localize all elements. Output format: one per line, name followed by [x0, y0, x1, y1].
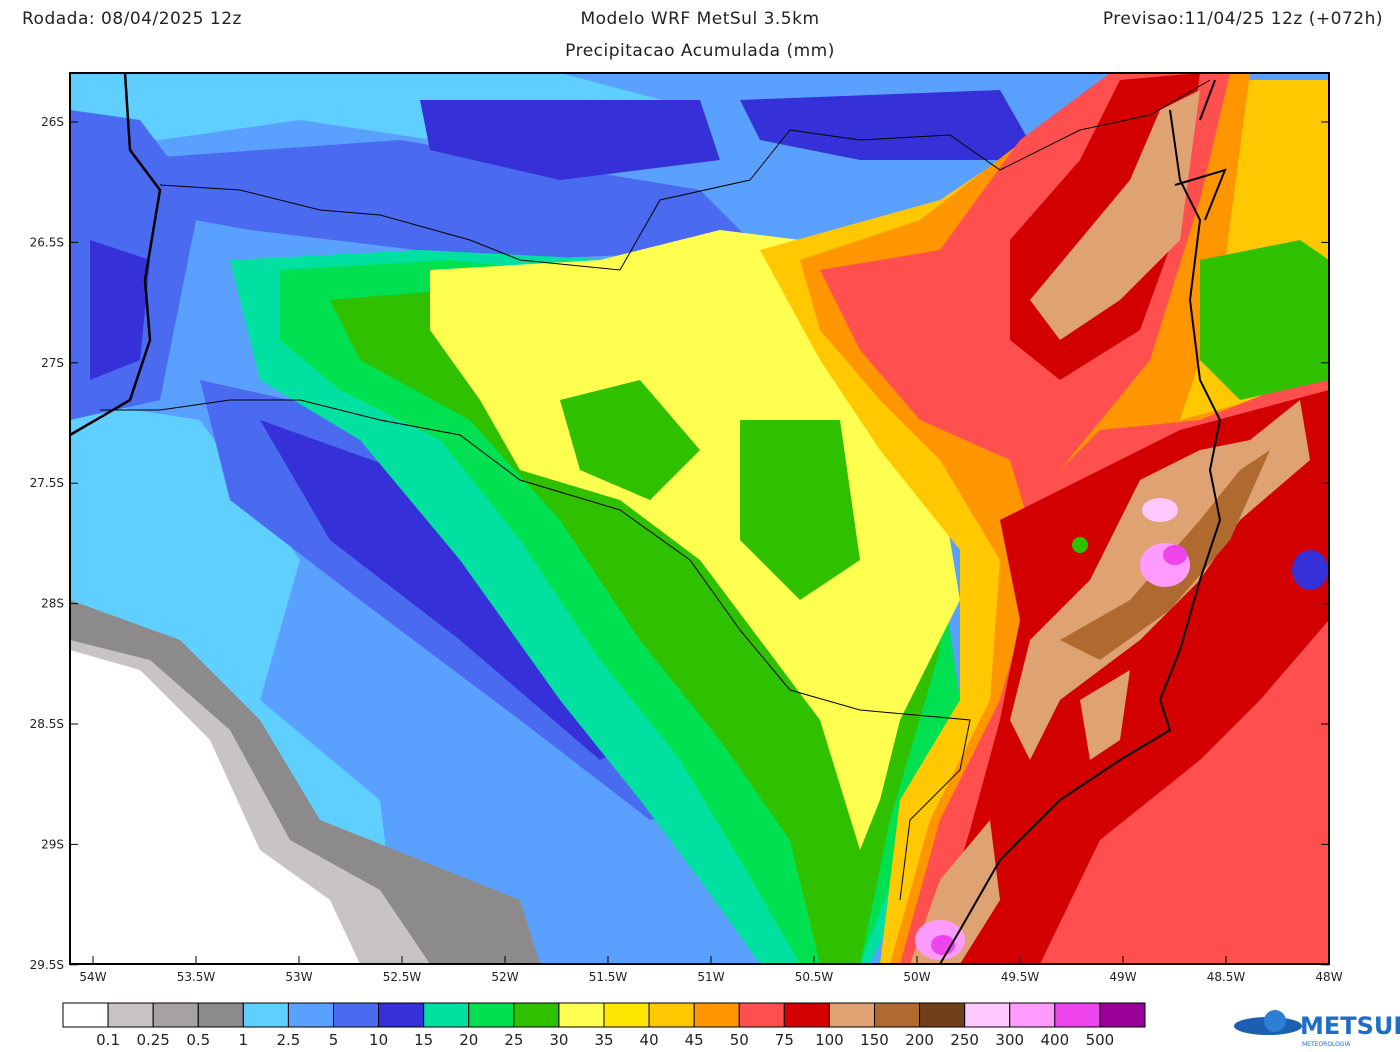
colorbar-box [738, 1002, 785, 1028]
subtitle: Precipitacao Acumulada (mm) [565, 41, 835, 61]
map-frame [69, 72, 1330, 965]
colorbar-box [648, 1002, 695, 1028]
colorbar-box [783, 1002, 830, 1028]
colorbar-label: 100 [815, 1031, 844, 1049]
colorbar-label: 2.5 [276, 1031, 300, 1049]
colorbar-box [513, 1002, 560, 1028]
lon-label: 51W [697, 970, 724, 984]
colorbar-label: 300 [995, 1031, 1024, 1049]
colorbar-box [152, 1002, 199, 1028]
colorbar-label: 0.1 [96, 1031, 120, 1049]
colorbar-label: 40 [640, 1031, 659, 1049]
colorbar-box [558, 1002, 605, 1028]
colorbar-label: 25 [504, 1031, 523, 1049]
colorbar-label: 500 [1086, 1031, 1115, 1049]
colorbar-box [874, 1002, 921, 1028]
colorbar-label: 400 [1041, 1031, 1070, 1049]
colorbar-box [964, 1002, 1011, 1028]
lon-label: 49.5W [1001, 970, 1040, 984]
lon-label: 53.5W [177, 970, 216, 984]
colorbar-box [828, 1002, 876, 1028]
colorbar-box [378, 1002, 425, 1028]
colorbar-label: 0.25 [136, 1031, 169, 1049]
colorbar-box [62, 1002, 109, 1028]
lon-label: 52.5W [383, 970, 422, 984]
lon-label: 48W [1315, 970, 1342, 984]
colorbar-label: 15 [414, 1031, 433, 1049]
colorbar-label: 200 [905, 1031, 934, 1049]
lat-label: 26S [41, 115, 64, 129]
colorbar-box [919, 1002, 966, 1028]
colorbar-box [1009, 1002, 1056, 1028]
colorbar-label: 1 [239, 1031, 249, 1049]
title: Modelo WRF MetSul 3.5km [580, 9, 819, 29]
colorbar-label: 5 [329, 1031, 339, 1049]
colorbar-label: 30 [549, 1031, 568, 1049]
lon-label: 50W [903, 970, 930, 984]
colorbar-label: 50 [730, 1031, 749, 1049]
lon-label: 50.5W [795, 970, 834, 984]
colorbar-box [693, 1002, 740, 1028]
colorbar-box [197, 1002, 244, 1028]
colorbar-label: 150 [860, 1031, 889, 1049]
lon-label: 49W [1109, 970, 1136, 984]
logo: METSUL METEOROLOGIA [1234, 1010, 1400, 1048]
colorbar-label: 75 [775, 1031, 794, 1049]
colorbar-box [1054, 1002, 1101, 1028]
colorbar-label: 0.5 [186, 1031, 210, 1049]
colorbar-label: 10 [369, 1031, 388, 1049]
lat-label: 29.5S [30, 958, 64, 972]
lon-label: 51.5W [589, 970, 628, 984]
lon-label: 54W [79, 970, 106, 984]
forecast-label: Previsao:11/04/25 12z (+072h) [1103, 9, 1383, 29]
colorbar-box [287, 1002, 334, 1028]
lon-label: 48.5W [1207, 970, 1246, 984]
colorbar-box [333, 1002, 380, 1028]
precip-field [70, 73, 1329, 964]
logo-text: METSUL [1300, 1012, 1400, 1040]
colorbar-label: 35 [594, 1031, 613, 1049]
colorbar-box [468, 1002, 515, 1028]
colorbar-box [107, 1002, 154, 1028]
lat-label: 27S [41, 356, 64, 370]
colorbar-label: 20 [459, 1031, 478, 1049]
run-label: Rodada: 08/04/2025 12z [22, 9, 242, 29]
colorbar-box [603, 1002, 650, 1028]
colorbar-box [1099, 1002, 1146, 1028]
lat-label: 26.5S [30, 235, 64, 249]
colorbar-box [423, 1002, 470, 1028]
lat-label: 28.5S [30, 717, 64, 731]
lat-label: 27.5S [30, 476, 64, 490]
lon-label: 52W [491, 970, 518, 984]
colorbar-label: 45 [685, 1031, 704, 1049]
colorbar-box [242, 1002, 289, 1028]
colorbar-label: 250 [950, 1031, 979, 1049]
lat-label: 29S [41, 837, 64, 851]
logo-subtext: METEOROLOGIA [1302, 1041, 1351, 1048]
lat-label: 28S [41, 597, 64, 611]
lon-label: 53W [285, 970, 312, 984]
